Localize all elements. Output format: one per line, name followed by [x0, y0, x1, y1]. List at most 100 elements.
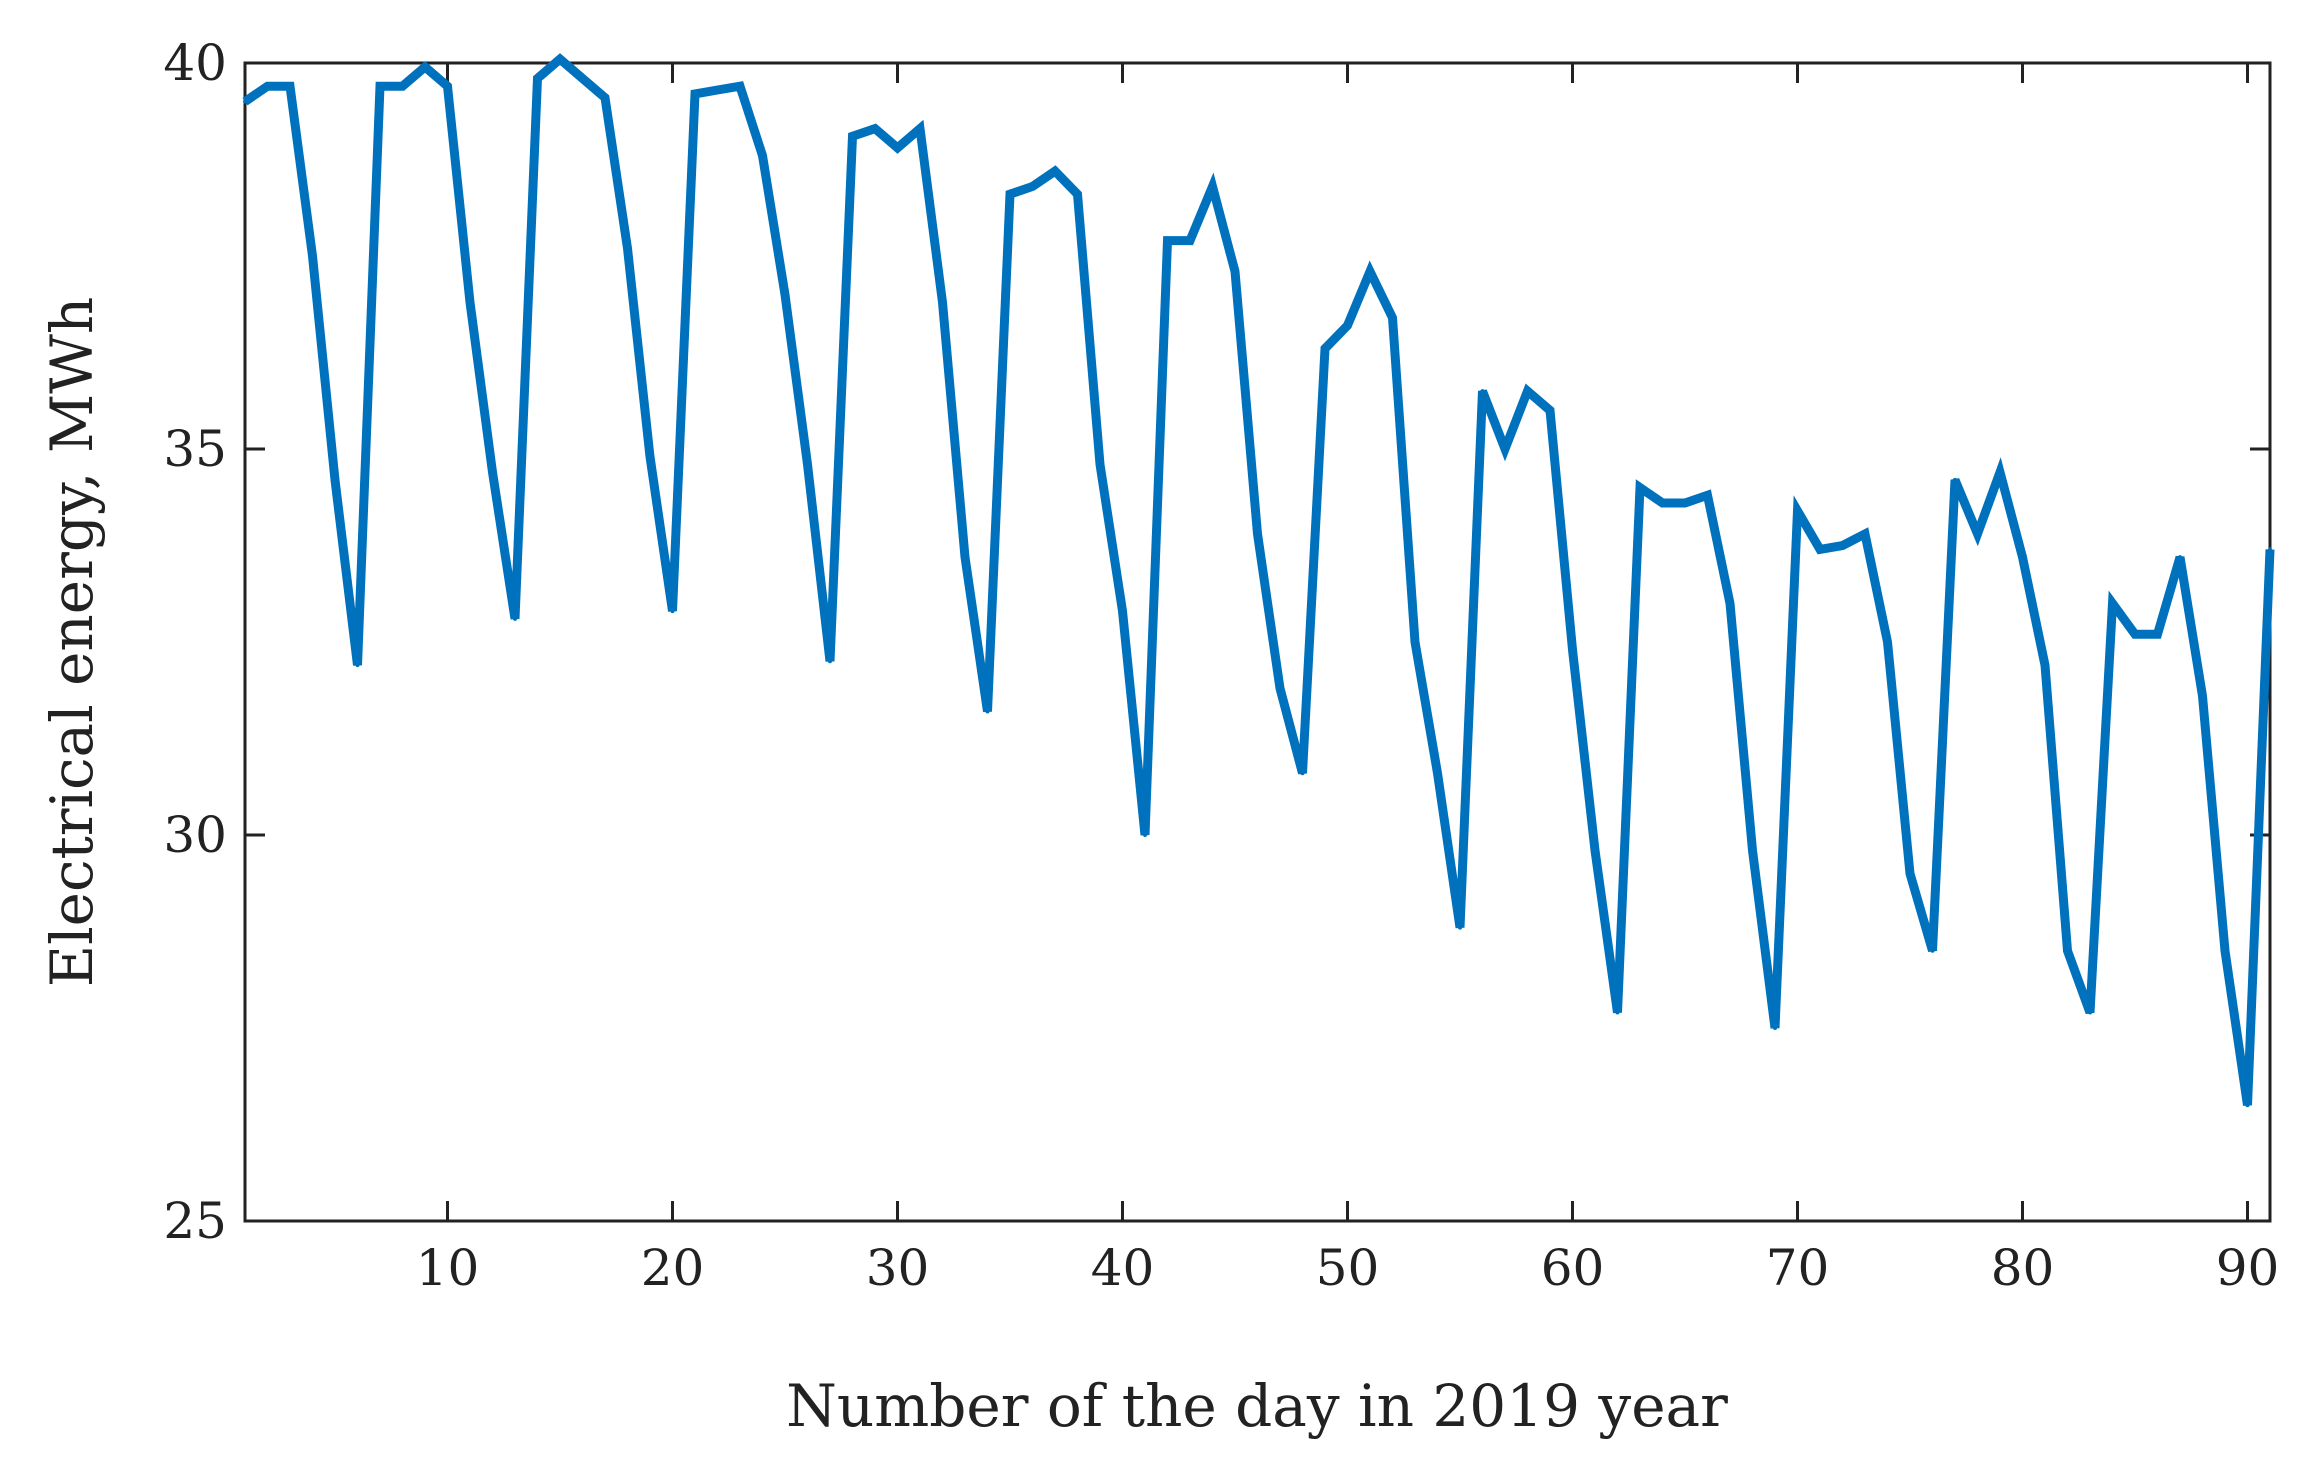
y-tick-label: 40: [163, 34, 227, 92]
data-point-day-83: [2088, 1010, 2092, 1015]
data-point-day-85: [2133, 632, 2137, 637]
data-point-day-13: [513, 616, 517, 621]
data-point-day-82: [2065, 948, 2070, 953]
data-point-day-22: [715, 88, 720, 93]
y-axis-title: Electrical energy, MWh: [38, 297, 106, 987]
data-point-day-84: [2110, 601, 2115, 606]
x-tick-label: 40: [1091, 1239, 1155, 1297]
data-point-day-62: [1615, 1010, 1620, 1015]
data-point-day-79: [1998, 470, 2002, 475]
y-tick-label: 30: [163, 806, 227, 864]
data-point-day-30: [895, 145, 900, 150]
data-point-day-49: [1323, 346, 1327, 351]
data-point-day-39: [1098, 462, 1102, 467]
data-point-day-6: [355, 663, 360, 668]
data-point-day-70: [1795, 508, 1800, 513]
data-point-day-71: [1818, 547, 1822, 552]
data-point-day-89: [2223, 948, 2227, 953]
data-point-day-56: [1480, 389, 1485, 394]
data-point-day-40: [1120, 609, 1125, 614]
data-point-day-58: [1525, 389, 1530, 394]
data-point-day-38: [1075, 192, 1080, 197]
series-points: [243, 57, 2272, 1108]
x-tick-label: 60: [1541, 1239, 1605, 1297]
data-point-day-59: [1548, 408, 1552, 413]
data-point-day-45: [1233, 269, 1237, 274]
data-point-day-57: [1503, 447, 1507, 451]
data-point-day-54: [1435, 771, 1440, 776]
x-tick-label: 50: [1316, 1239, 1380, 1297]
data-point-day-21: [693, 91, 697, 96]
data-point-day-50: [1345, 323, 1350, 328]
data-point-day-68: [1750, 848, 1755, 853]
data-point-day-27: [828, 659, 832, 664]
y-tick-label: 25: [163, 1192, 227, 1250]
x-tick-label: 90: [2216, 1239, 2280, 1297]
data-point-day-36: [1030, 184, 1035, 189]
data-point-day-55: [1458, 925, 1462, 930]
x-tick-label: 10: [416, 1239, 480, 1297]
data-point-day-2: [265, 84, 270, 89]
data-point-day-37: [1053, 169, 1057, 174]
data-point-day-77: [1953, 477, 1957, 482]
data-point-day-67: [1728, 601, 1732, 606]
data-point-day-12: [490, 470, 495, 475]
data-point-day-46: [1255, 531, 1260, 536]
x-tick-label: 70: [1766, 1239, 1830, 1297]
data-point-day-10: [445, 84, 450, 89]
data-point-day-11: [468, 300, 472, 305]
data-point-day-76: [1930, 948, 1935, 953]
data-point-day-32: [940, 300, 945, 305]
data-point-day-41: [1143, 833, 1147, 837]
data-point-day-48: [1300, 771, 1305, 776]
data-point-day-1: [243, 99, 247, 104]
data-point-day-65: [1683, 501, 1687, 506]
data-point-day-86: [2155, 632, 2160, 637]
x-tick-label: 20: [641, 1239, 705, 1297]
data-point-day-80: [2020, 555, 2025, 560]
data-point-day-9: [423, 64, 427, 69]
data-point-day-31: [918, 126, 922, 131]
y-tick-label: 35: [163, 420, 227, 478]
data-point-day-63: [1638, 485, 1642, 490]
data-point-day-4: [310, 254, 315, 258]
x-axis-title: Number of the day in 2019 year: [786, 1372, 1728, 1440]
data-point-day-34: [985, 709, 990, 714]
data-point-day-51: [1368, 269, 1372, 274]
data-point-day-7: [378, 84, 382, 89]
data-point-day-14: [535, 76, 540, 81]
data-point-day-28: [850, 134, 855, 139]
data-point-day-23: [738, 84, 742, 89]
data-point-day-47: [1278, 686, 1282, 691]
data-point-day-24: [760, 153, 765, 158]
data-point-day-3: [288, 84, 292, 89]
data-point-day-53: [1413, 640, 1417, 644]
data-point-day-69: [1773, 1026, 1777, 1030]
data-point-day-87: [2178, 555, 2182, 560]
data-point-day-81: [2043, 663, 2047, 668]
data-point-day-61: [1593, 848, 1597, 853]
data-point-day-75: [1908, 871, 1912, 876]
data-point-day-15: [558, 57, 562, 62]
data-point-day-17: [603, 95, 607, 100]
data-point-day-74: [1885, 640, 1890, 644]
x-axis-ticks: 10 20 30 40 50 60 70 80 90: [416, 63, 2280, 1297]
data-point-day-44: [1210, 184, 1215, 189]
x-tick-label: 80: [1991, 1239, 2055, 1297]
data-point-day-16: [580, 76, 585, 81]
data-point-day-18: [625, 246, 630, 251]
data-point-day-72: [1840, 543, 1845, 548]
data-point-day-25: [783, 292, 787, 297]
data-point-day-5: [333, 477, 337, 482]
data-point-day-26: [805, 462, 810, 467]
data-point-day-19: [648, 454, 652, 459]
y-axis-ticks: 25 30 35 40: [163, 34, 2270, 1250]
data-point-day-78: [1975, 531, 1980, 536]
data-point-day-60: [1570, 647, 1575, 652]
data-point-day-35: [1008, 192, 1012, 197]
data-point-day-73: [1863, 531, 1867, 536]
data-point-day-20: [670, 609, 675, 614]
data-point-day-91: [2268, 547, 2272, 552]
data-point-day-33: [963, 555, 967, 560]
